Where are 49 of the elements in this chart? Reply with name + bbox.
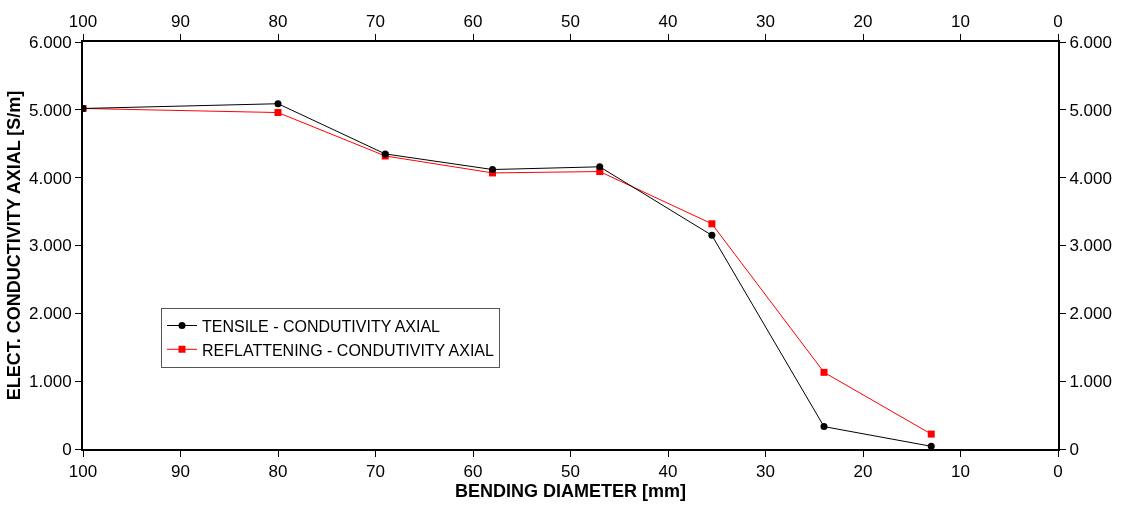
x-tick-label: 30 <box>756 12 775 32</box>
y-tick-label: 3.000 <box>29 236 72 256</box>
x-tick-label: 80 <box>268 12 288 32</box>
point <box>708 231 716 239</box>
y2-tick-label: 5.000 <box>1069 100 1112 120</box>
x-tick-label: 70 <box>366 12 385 32</box>
x-tick-label: 0 <box>1053 12 1063 32</box>
point <box>927 430 935 438</box>
x-tick-label: 100 <box>68 12 98 32</box>
x-tick-label: 60 <box>463 12 483 32</box>
legend-label: REFLATTENING - CONDUTIVITY AXIAL <box>202 341 494 359</box>
point <box>820 368 828 376</box>
y-tick-label: 1.000 <box>29 372 72 392</box>
x-tick-label: 10 <box>951 12 970 32</box>
y2-tick-label: 0 <box>1069 439 1079 459</box>
x2-tick-label: 10 <box>951 462 970 482</box>
y2-tick-label: 1.000 <box>1069 372 1112 392</box>
x2-tick-label: 80 <box>268 462 288 482</box>
y2-tick-label: 6.000 <box>1069 32 1112 52</box>
y2-tick-label: 4.000 <box>1069 168 1112 188</box>
x2-tick-label: 0 <box>1053 462 1063 482</box>
x-tick-label: 50 <box>561 12 580 32</box>
y2-tick-label: 2.000 <box>1069 304 1112 324</box>
x2-tick-label: 50 <box>561 462 580 482</box>
point <box>274 109 282 117</box>
x-tick-label: 20 <box>853 12 873 32</box>
x2-tick-label: 100 <box>68 462 98 482</box>
x2-tick-label: 90 <box>171 462 190 482</box>
x2-tick-label: 20 <box>853 462 873 482</box>
point <box>274 100 282 108</box>
y2-tick-label: 3.000 <box>1069 236 1112 256</box>
x2-tick-label: 30 <box>756 462 775 482</box>
x-tick-label: 90 <box>171 12 190 32</box>
y-tick-label: 6.000 <box>29 32 72 52</box>
y-axis-title: ELECT. CONDUCTIVITY AXIAL [S/m] <box>3 90 24 401</box>
x2-tick-label: 40 <box>658 462 678 482</box>
x2-tick-label: 60 <box>463 462 483 482</box>
x-tick-label: 40 <box>658 12 678 32</box>
point <box>596 163 604 171</box>
x-axis-title: BENDING DIAMETER [mm] <box>454 481 687 502</box>
legend-label: TENSILE - CONDUTIVITY AXIAL <box>202 317 441 335</box>
point <box>708 220 716 228</box>
y-tick-label: 4.000 <box>29 168 72 188</box>
point <box>927 442 935 449</box>
x2-tick-label: 70 <box>366 462 385 482</box>
y-tick-label: 0 <box>62 439 72 459</box>
y-tick-label: 2.000 <box>29 304 72 324</box>
point <box>820 423 828 431</box>
y-tick-label: 5.000 <box>29 100 72 120</box>
